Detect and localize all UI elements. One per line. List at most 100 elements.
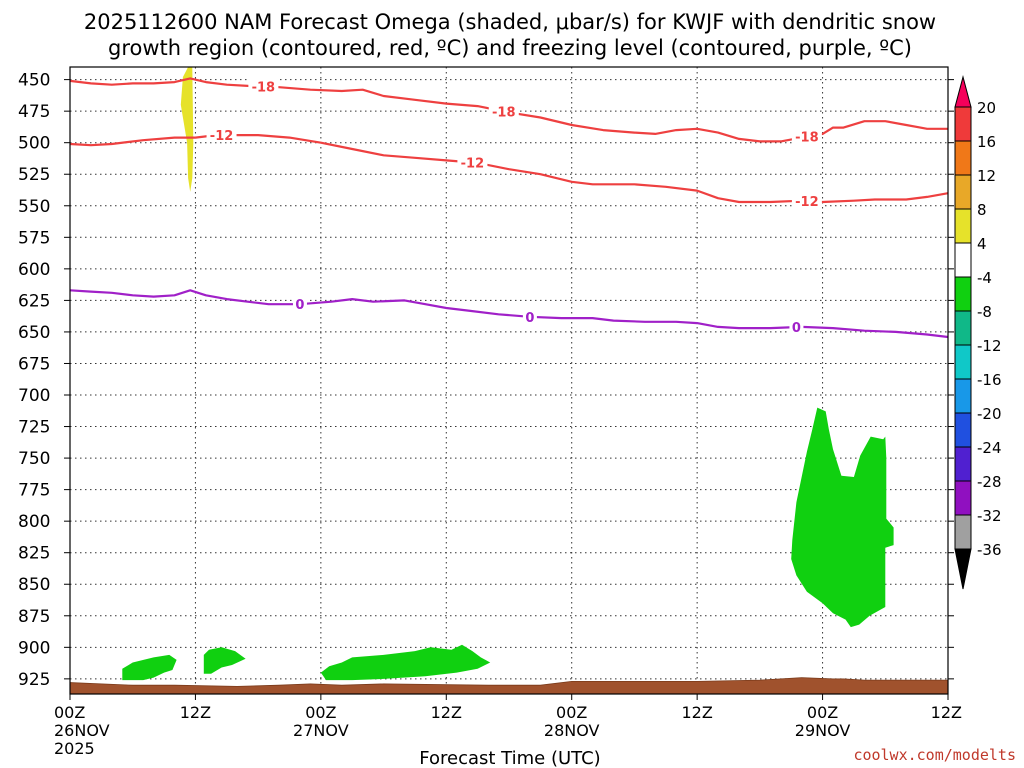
y-tick-label-900: 900	[18, 638, 50, 658]
gridlines	[70, 67, 948, 694]
colorbar-label-12: -32	[977, 507, 1002, 525]
x-tick-hour-60: 12Z	[681, 703, 712, 722]
colorbar-segment-4	[954, 208, 972, 244]
y-tick-label-625: 625	[18, 291, 50, 311]
colorbar-label-5: -4	[977, 269, 992, 287]
contour-label-bg-1-2	[488, 103, 519, 119]
shaded-region-2	[122, 654, 177, 681]
colorbar-label-11: -28	[977, 473, 1002, 491]
y-tick-label-825: 825	[18, 544, 50, 564]
colorbar-label-3: 8	[977, 201, 987, 219]
y-tick-label-650: 650	[18, 323, 50, 343]
shaded-region-3	[203, 647, 246, 674]
chart-title-line-1: 2025112600 NAM Forecast Omega (shaded, μ…	[84, 10, 936, 34]
x-tick-hour-84: 12Z	[931, 703, 962, 722]
terrain-fill	[69, 677, 949, 695]
contour-label-3-1: 0	[295, 298, 304, 313]
y-tick-label-525: 525	[18, 165, 50, 185]
shaded-region-1	[180, 67, 194, 192]
y-tick-label-800: 800	[18, 512, 50, 532]
colorbar-bottom-triangle	[954, 548, 972, 590]
x-tick-hour-12: 12Z	[180, 703, 211, 722]
contour-label-bg-2-2	[457, 154, 488, 170]
x-tick-date-72: 29NOV	[795, 721, 851, 740]
colorbar-label-7: -12	[977, 337, 1002, 355]
y-tick-label-475: 475	[18, 102, 50, 122]
x-tick-hour-72: 00Z	[807, 703, 838, 722]
terrain-layer	[69, 677, 949, 695]
y-tick-label-925: 925	[18, 670, 50, 690]
colorbar-label-4: 4	[977, 235, 987, 253]
y-tick-label-575: 575	[18, 228, 50, 248]
y-tick-label-850: 850	[18, 575, 50, 595]
colorbar-segment-10	[954, 412, 972, 448]
colorbar-segment-7	[954, 310, 972, 346]
contour-label-3-3: 0	[792, 321, 801, 336]
y-tick-label-700: 700	[18, 386, 50, 406]
x-tick-hour-0: 00Z	[54, 703, 85, 722]
contour-label-1-2: -18	[492, 105, 516, 120]
contour-label-2-1: -12	[210, 129, 234, 144]
x-tick-date-48: 28NOV	[544, 721, 600, 740]
x-tick-date-24: 27NOV	[293, 721, 349, 740]
colorbar-label-8: -16	[977, 371, 1002, 389]
y-tick-label-775: 775	[18, 481, 50, 501]
colorbar-label-0: 20	[977, 99, 996, 117]
colorbar-segment-5	[954, 242, 972, 278]
temperature-contours: -18 -18 -18 -12 -12 -12 0 0 0	[69, 77, 949, 339]
shaded-region-5	[791, 407, 894, 628]
contour-label-bg-2-1	[206, 127, 237, 143]
y-tick-label-750: 750	[18, 449, 50, 469]
x-tick-hour-24: 00Z	[305, 703, 336, 722]
colorbar-label-2: 12	[977, 167, 996, 185]
contour-label-1-3: -18	[795, 131, 819, 146]
contour-label-bg-1-3	[791, 128, 822, 144]
colorbar-segment-3	[954, 174, 972, 210]
x-tick-year-0: 2025	[54, 739, 95, 758]
contour-label-1-1: -18	[252, 81, 276, 96]
contour-line-1	[69, 77, 948, 143]
colorbar-segment-8	[954, 344, 972, 380]
colorbar-label-6: -8	[977, 303, 992, 321]
chart-title-line-2: growth region (contoured, red, ºC) and f…	[108, 36, 912, 60]
x-tick-date-0: 26NOV	[54, 721, 110, 740]
colorbar-segment-12	[954, 480, 972, 516]
x-tick-hour-36: 12Z	[431, 703, 462, 722]
omega-shaded-areas	[122, 67, 894, 681]
colorbar-segment-9	[954, 378, 972, 414]
colorbar-label-9: -20	[977, 405, 1002, 423]
contour-label-bg-1-1	[248, 78, 279, 94]
x-tick-hour-48: 00Z	[556, 703, 587, 722]
x-axis-label: Forecast Time (UTC)	[419, 748, 600, 768]
contour-label-bg-3-3	[789, 319, 804, 335]
y-tick-label-500: 500	[18, 134, 50, 154]
colorbar-segment-13	[954, 514, 972, 550]
contour-label-2-3: -12	[795, 195, 819, 210]
contour-label-bg-3-2	[522, 308, 537, 324]
colorbar-label-10: -24	[977, 439, 1002, 457]
y-axis-pressure: 450 475 500 525 550 575 600 625 650 675 700 725 750 7…	[18, 71, 954, 690]
plot-frame	[69, 66, 949, 695]
colorbar-segment-1	[954, 106, 972, 142]
contour-line-3	[69, 289, 949, 339]
y-tick-label-675: 675	[18, 354, 50, 374]
colorbar-label-13: -36	[977, 541, 1002, 559]
y-tick-label-600: 600	[18, 260, 50, 280]
colorbar-segment-11	[954, 446, 972, 482]
y-tick-label-450: 450	[18, 71, 50, 91]
contour-label-bg-3-1	[292, 296, 307, 312]
contour-label-2-2: -12	[461, 156, 485, 171]
credit-text: coolwx.com/modelts	[853, 746, 1016, 764]
shaded-region-4	[320, 644, 491, 681]
contour-label-bg-2-3	[791, 193, 822, 209]
y-tick-label-550: 550	[18, 197, 50, 217]
y-tick-label-725: 725	[18, 418, 50, 438]
omega-colorbar: 20 16 12 8 4 -4 -8 -12 -16 -20 -24 -28 -32 -36	[954, 75, 1002, 590]
colorbar-segment-2	[954, 140, 972, 176]
y-tick-label-875: 875	[18, 607, 50, 627]
colorbar-label-1: 16	[977, 133, 996, 151]
contour-label-3-2: 0	[525, 311, 534, 326]
